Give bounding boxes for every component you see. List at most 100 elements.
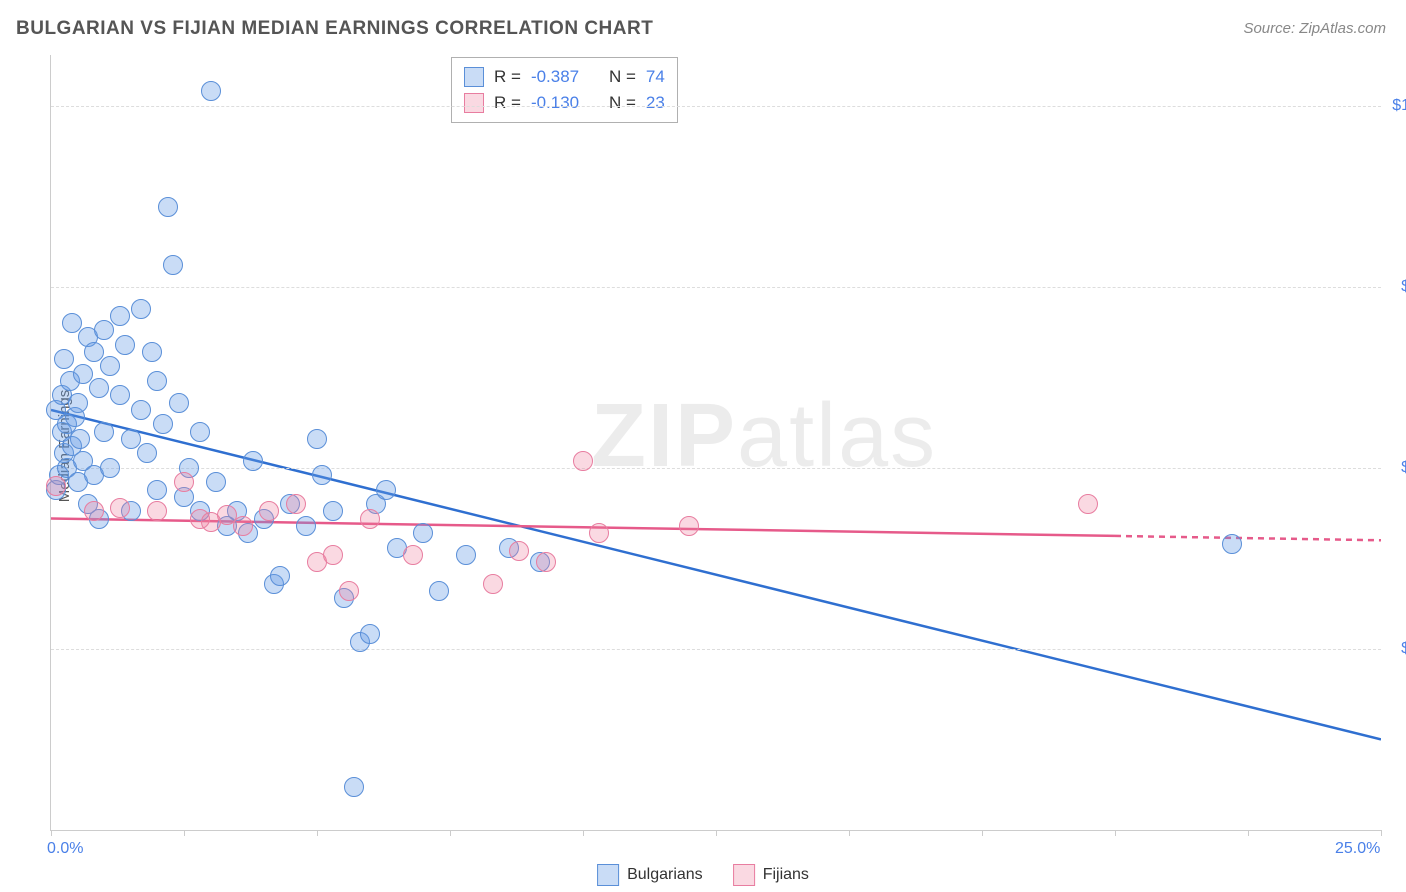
data-point <box>147 501 167 521</box>
data-point <box>62 313 82 333</box>
x-tick <box>982 830 983 836</box>
x-tick <box>716 830 717 836</box>
data-point <box>307 429 327 449</box>
data-point <box>137 443 157 463</box>
y-tick-label: $50,000 <box>1389 459 1406 477</box>
n-label: N = <box>609 64 636 90</box>
x-tick <box>317 830 318 836</box>
data-point <box>73 364 93 384</box>
data-point <box>312 465 332 485</box>
data-point <box>147 371 167 391</box>
data-point <box>1078 494 1098 514</box>
watermark-bold: ZIP <box>591 386 737 486</box>
data-point <box>429 581 449 601</box>
data-point <box>509 541 529 561</box>
r-value: -0.130 <box>531 90 591 116</box>
data-point <box>147 480 167 500</box>
r-label: R = <box>494 90 521 116</box>
data-point <box>131 299 151 319</box>
n-label: N = <box>609 90 636 116</box>
watermark: ZIPatlas <box>591 385 937 488</box>
data-point <box>536 552 556 572</box>
x-tick <box>583 830 584 836</box>
data-point <box>153 414 173 434</box>
data-point <box>84 501 104 521</box>
n-value: 74 <box>646 64 665 90</box>
data-point <box>233 516 253 536</box>
data-point <box>344 777 364 797</box>
gridline-h <box>51 106 1381 107</box>
data-point <box>323 545 343 565</box>
x-tick <box>1248 830 1249 836</box>
y-tick-label: $100,000 <box>1389 97 1406 115</box>
data-point <box>679 516 699 536</box>
gridline-h <box>51 287 1381 288</box>
data-point <box>360 624 380 644</box>
data-point <box>339 581 359 601</box>
data-point <box>94 320 114 340</box>
x-tick-label: 25.0% <box>1335 840 1380 858</box>
y-tick-label: $25,000 <box>1389 640 1406 658</box>
data-point <box>403 545 423 565</box>
data-point <box>84 342 104 362</box>
data-point <box>259 501 279 521</box>
x-tick <box>849 830 850 836</box>
data-point <box>206 472 226 492</box>
data-point <box>296 516 316 536</box>
plot-area: ZIPatlas R =-0.387N =74R =-0.130N =23 $2… <box>50 55 1381 831</box>
data-point <box>190 422 210 442</box>
data-point <box>323 501 343 521</box>
data-point <box>100 356 120 376</box>
data-point <box>121 429 141 449</box>
chart-title: BULGARIAN VS FIJIAN MEDIAN EARNINGS CORR… <box>16 18 653 40</box>
correlation-stats-box: R = -0.387 N = 74 R = -0.130 N = 23 <box>451 57 678 123</box>
x-tick <box>450 830 451 836</box>
data-point <box>483 574 503 594</box>
data-point <box>94 422 114 442</box>
n-value: 23 <box>646 90 665 116</box>
data-point <box>201 81 221 101</box>
watermark-light: atlas <box>737 386 937 486</box>
data-point <box>163 255 183 275</box>
data-point <box>70 429 90 449</box>
data-point <box>573 451 593 471</box>
data-point <box>174 472 194 492</box>
data-point <box>110 385 130 405</box>
r-value: -0.387 <box>531 64 591 90</box>
data-point <box>142 342 162 362</box>
r-label: R = <box>494 64 521 90</box>
data-point <box>169 393 189 413</box>
data-point <box>89 378 109 398</box>
legend-item: Bulgarians <box>597 864 703 886</box>
x-tick <box>51 830 52 836</box>
gridline-h <box>51 649 1381 650</box>
legend-swatch <box>597 864 619 886</box>
data-point <box>46 476 66 496</box>
data-point <box>376 480 396 500</box>
data-point <box>270 566 290 586</box>
data-point <box>1222 534 1242 554</box>
data-point <box>68 393 88 413</box>
data-point <box>456 545 476 565</box>
y-tick-label: $75,000 <box>1389 278 1406 296</box>
data-point <box>110 306 130 326</box>
legend-bottom: Bulgarians Fijians <box>597 864 809 886</box>
data-point <box>110 498 130 518</box>
legend-label: Fijians <box>763 866 809 884</box>
x-tick <box>1115 830 1116 836</box>
stat-row: R = -0.387 N = 74 <box>464 64 665 90</box>
data-point <box>286 494 306 514</box>
data-point <box>100 458 120 478</box>
legend-swatch <box>464 67 484 87</box>
source-attribution: Source: ZipAtlas.com <box>1243 20 1386 37</box>
data-point <box>54 349 74 369</box>
legend-swatch <box>733 864 755 886</box>
data-point <box>115 335 135 355</box>
data-point <box>413 523 433 543</box>
x-tick <box>1381 830 1382 836</box>
data-point <box>131 400 151 420</box>
data-point <box>589 523 609 543</box>
data-point <box>158 197 178 217</box>
x-tick-label: 0.0% <box>47 840 83 858</box>
data-point <box>243 451 263 471</box>
